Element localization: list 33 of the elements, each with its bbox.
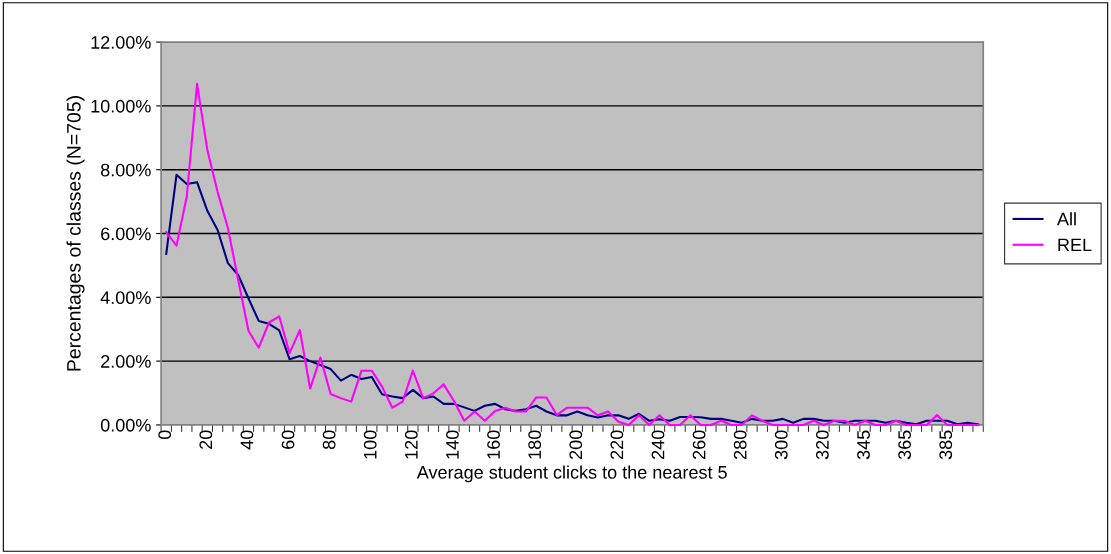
x-tick-label: 40 — [240, 430, 254, 450]
y-tick-label: 6.00% — [101, 227, 151, 241]
y-axis-title: Percentages of classes (N=705) — [66, 96, 85, 371]
legend-label: All — [1056, 212, 1076, 226]
x-tick-label: 60 — [281, 430, 295, 449]
x-tick-label: 120 — [404, 430, 418, 459]
x-tick-label: 180 — [528, 430, 542, 459]
legend-label: REL — [1058, 238, 1092, 252]
x-tick-label: 220 — [610, 430, 624, 459]
x-tick-label: 320 — [816, 430, 829, 460]
x-tick-label: 20 — [199, 430, 213, 449]
x-tick-label: 140 — [446, 430, 459, 459]
y-tick-label: 4.00% — [100, 291, 151, 305]
x-tick-label: 240 — [651, 430, 665, 459]
x-axis-title: Average student clicks to the nearest 5 — [416, 465, 727, 483]
x-tick-label: 280 — [733, 430, 747, 459]
x-tick-label: 365 — [898, 430, 912, 460]
y-tick-label: 12.00% — [91, 36, 151, 49]
y-tick-label: 2.00% — [101, 355, 151, 368]
y-tick-label: 10.00% — [91, 99, 151, 113]
x-tick-label: 160 — [487, 430, 500, 459]
x-tick-label: 260 — [692, 430, 706, 459]
y-tick-label: 0.00% — [100, 418, 151, 432]
x-tick-label: 300 — [774, 430, 788, 460]
line-series — [165, 173, 980, 426]
x-tick-label: 200 — [569, 430, 583, 459]
x-tick-label: 0 — [158, 430, 172, 440]
x-tick-label: 345 — [857, 430, 870, 460]
line-series — [165, 82, 980, 426]
x-tick-label: 100 — [363, 430, 377, 459]
x-tick-label: 80 — [322, 430, 336, 450]
y-tick-label: 8.00% — [100, 163, 151, 177]
x-tick-label: 385 — [939, 430, 953, 460]
